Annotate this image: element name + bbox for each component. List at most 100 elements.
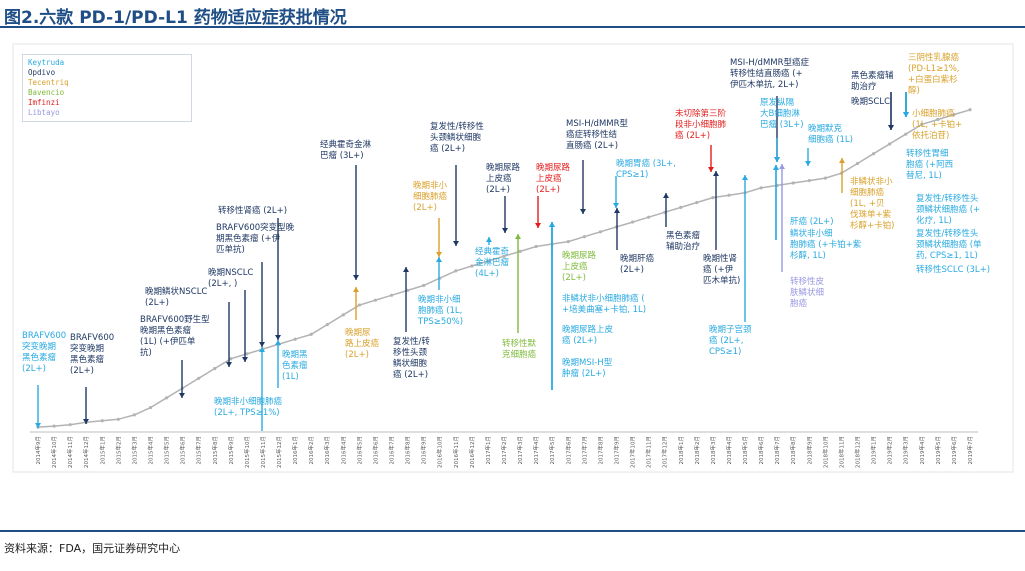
legend-item-tecentriq: Tecentriq [28, 78, 69, 87]
annotation-label: 转移性默克细胞癌 [502, 338, 537, 360]
source-note: 资料来源：FDA，国元证券研究中心 [4, 542, 181, 555]
annotation-label: 晚期尿路上皮癌(2L+) [486, 162, 521, 195]
annotation-label: 晚期默克细胞癌 (1L) [808, 123, 853, 145]
x-tick-label: 2017年3月 [516, 436, 524, 465]
timeline-chart: 2014年9月 2014年10月 2014年11月 2014年12月 2015年1月 20… [12, 43, 1014, 473]
annotation-label: 黑色素瘤辅助治疗 [666, 230, 701, 252]
annotation-label: 晚期鳞状NSCLC (2L+) [145, 286, 207, 308]
data-point [486, 259, 490, 263]
annotation-label: 晚期尿路上皮癌(2L+) [345, 327, 380, 360]
x-tick-label: 2015年9月 [227, 436, 235, 465]
x-tick-label: 2019年6月 [950, 436, 958, 465]
annotation-label: MSI-H/dMMR型癌症转移性结直肠癌 (2L+) [566, 119, 629, 151]
annotation-label: 晚期非小细胞肺癌(2L+) [413, 180, 448, 213]
annotation-arrow-head [403, 267, 409, 272]
annotation-label: 黑色素瘤辅助治疗 [851, 70, 894, 92]
annotation-arrow-head [436, 257, 442, 262]
x-tick-label: 2016年8月 [404, 436, 412, 465]
legend-item-opdivo: Opdivo [28, 68, 56, 77]
annotation-arrow-head [83, 419, 89, 424]
annotation-label: 转移性皮肤鳞状细胞癌 [790, 276, 825, 309]
x-tick-label: 2017年10月 [629, 436, 637, 468]
x-tick-label: 2016年12月 [468, 436, 476, 468]
annotation-label: 原发纵隔大B细胞淋巴瘤 (3L+) [760, 97, 804, 130]
title-rule [0, 26, 1025, 28]
annotation-label: 晚期肝癌(2L+) [620, 253, 655, 275]
annotation-label: 小细胞肺癌(1L, +卡铂+依托泊苷) [912, 108, 962, 141]
x-tick-label: 2014年11月 [66, 436, 74, 468]
data-point [566, 239, 570, 244]
data-point [116, 417, 120, 421]
x-tick-label: 2015年7月 [195, 436, 203, 465]
x-tick-label: 2019年1月 [870, 436, 878, 465]
data-point [309, 332, 313, 336]
source-rule [0, 530, 1025, 532]
x-tick-label: 2018年10月 [821, 436, 829, 468]
x-tick-label: 2014年10月 [50, 436, 58, 468]
data-points [36, 108, 972, 429]
x-tick-label: 2018年3月 [709, 436, 717, 465]
annotation-label: BRAFV600野生型晚期黑色素瘤(1L) (+伊匹单抗) [140, 314, 210, 358]
annotation-arrow-head [549, 222, 555, 227]
x-tick-label: 2018年7月 [773, 436, 781, 465]
annotation-arrow-head [779, 164, 785, 169]
x-tick-label: 2015年4月 [146, 436, 154, 465]
annotation-label: 晚期子宫颈癌 (2L+, CPS≥1) [709, 324, 752, 357]
annotation-arrow-head [708, 167, 714, 172]
data-point [791, 181, 795, 185]
data-point [132, 413, 137, 417]
annotation-arrow-head [436, 252, 442, 257]
x-tick-label: 2018年6月 [757, 436, 765, 465]
annotation-label: 复发性/转移性头颈鳞状细胞癌 (2L+) [430, 121, 484, 154]
data-point [807, 178, 811, 183]
x-tick-label: 2019年3月 [902, 436, 910, 465]
data-point [679, 205, 683, 210]
annotation-label: 晚期尿路上皮癌 (2L+) [562, 324, 614, 346]
data-point [405, 288, 410, 293]
data-point [823, 176, 827, 180]
annotation-arrow-head [580, 209, 586, 214]
legend-item-bavencio: Bavencio [28, 88, 65, 97]
x-tick-label: 2016年1月 [291, 436, 299, 465]
annotation-label: 复发性/转移性头颈鳞状细胞癌 (单药, CPS≥1, 1L) [916, 228, 982, 261]
data-point [888, 142, 892, 146]
annotation-arrow-head [614, 208, 620, 213]
x-tick-label: 2019年2月 [886, 436, 894, 465]
x-tick-label: 2015年6月 [179, 436, 187, 465]
approval-count-line [37, 109, 971, 428]
annotation-label: 转移性SCLC (3L+) [916, 264, 990, 275]
data-point [936, 117, 940, 122]
annotation-arrow-head [713, 171, 719, 176]
annotation-label: 晚期NSCLC (2L+, ) [208, 267, 253, 289]
annotation-labels: BRAFV600 突变晚期黑色素瘤(2L+)BRAFV600 突变晚期黑色素瘤(2L… [22, 52, 990, 418]
data-point [422, 283, 426, 288]
x-tick-label: 2016年5月 [355, 436, 363, 465]
annotation-arrow-head [353, 275, 359, 280]
legend: Keytruda Opdivo Tecentriq Bavencio Imfin… [22, 54, 192, 122]
figure-title: 图2.六款 PD-1/PD-L1 药物适应症获批情况 [4, 8, 347, 28]
x-tick-label: 2016年9月 [420, 436, 428, 465]
x-tick-label: 2016年3月 [323, 436, 331, 465]
legend-item-imfinzi: Imfinzi [28, 98, 60, 107]
annotation-label: 晚期胃癌 (3L+, CPS≥1) [616, 158, 676, 180]
data-point [695, 200, 699, 205]
annotation-label: 转移性肾癌 (2L+) [218, 205, 287, 216]
data-point [727, 193, 731, 197]
annotation-arrow-head [613, 203, 619, 208]
annotation-label: 鳞状非小细胞肺癌 (+卡铂+紫杉醇, 1L) [790, 228, 862, 261]
annotation-label: 复发性/转移性头颈鳞状细胞癌 (2L+) [393, 336, 430, 380]
data-point [325, 322, 329, 327]
x-tick-label: 2018年9月 [805, 436, 813, 465]
annotation-arrow-head [275, 340, 281, 345]
data-point [389, 293, 394, 297]
data-point [711, 196, 715, 200]
data-point [759, 186, 763, 190]
x-tick-label: 2017年8月 [596, 436, 604, 465]
annotation-label: MSI-H/dMMR型癌症转移性结直肠癌 (+伊匹木单抗, 2L+) [730, 57, 810, 90]
annotation-label: 晚期非小细胞肺癌 (1L, TPS≥50%) [417, 294, 463, 327]
annotation-arrow-head [259, 342, 265, 347]
data-point [357, 303, 361, 307]
x-tick-label: 2017年9月 [612, 436, 620, 465]
annotation-arrow-head [179, 393, 185, 398]
data-point [647, 215, 651, 219]
